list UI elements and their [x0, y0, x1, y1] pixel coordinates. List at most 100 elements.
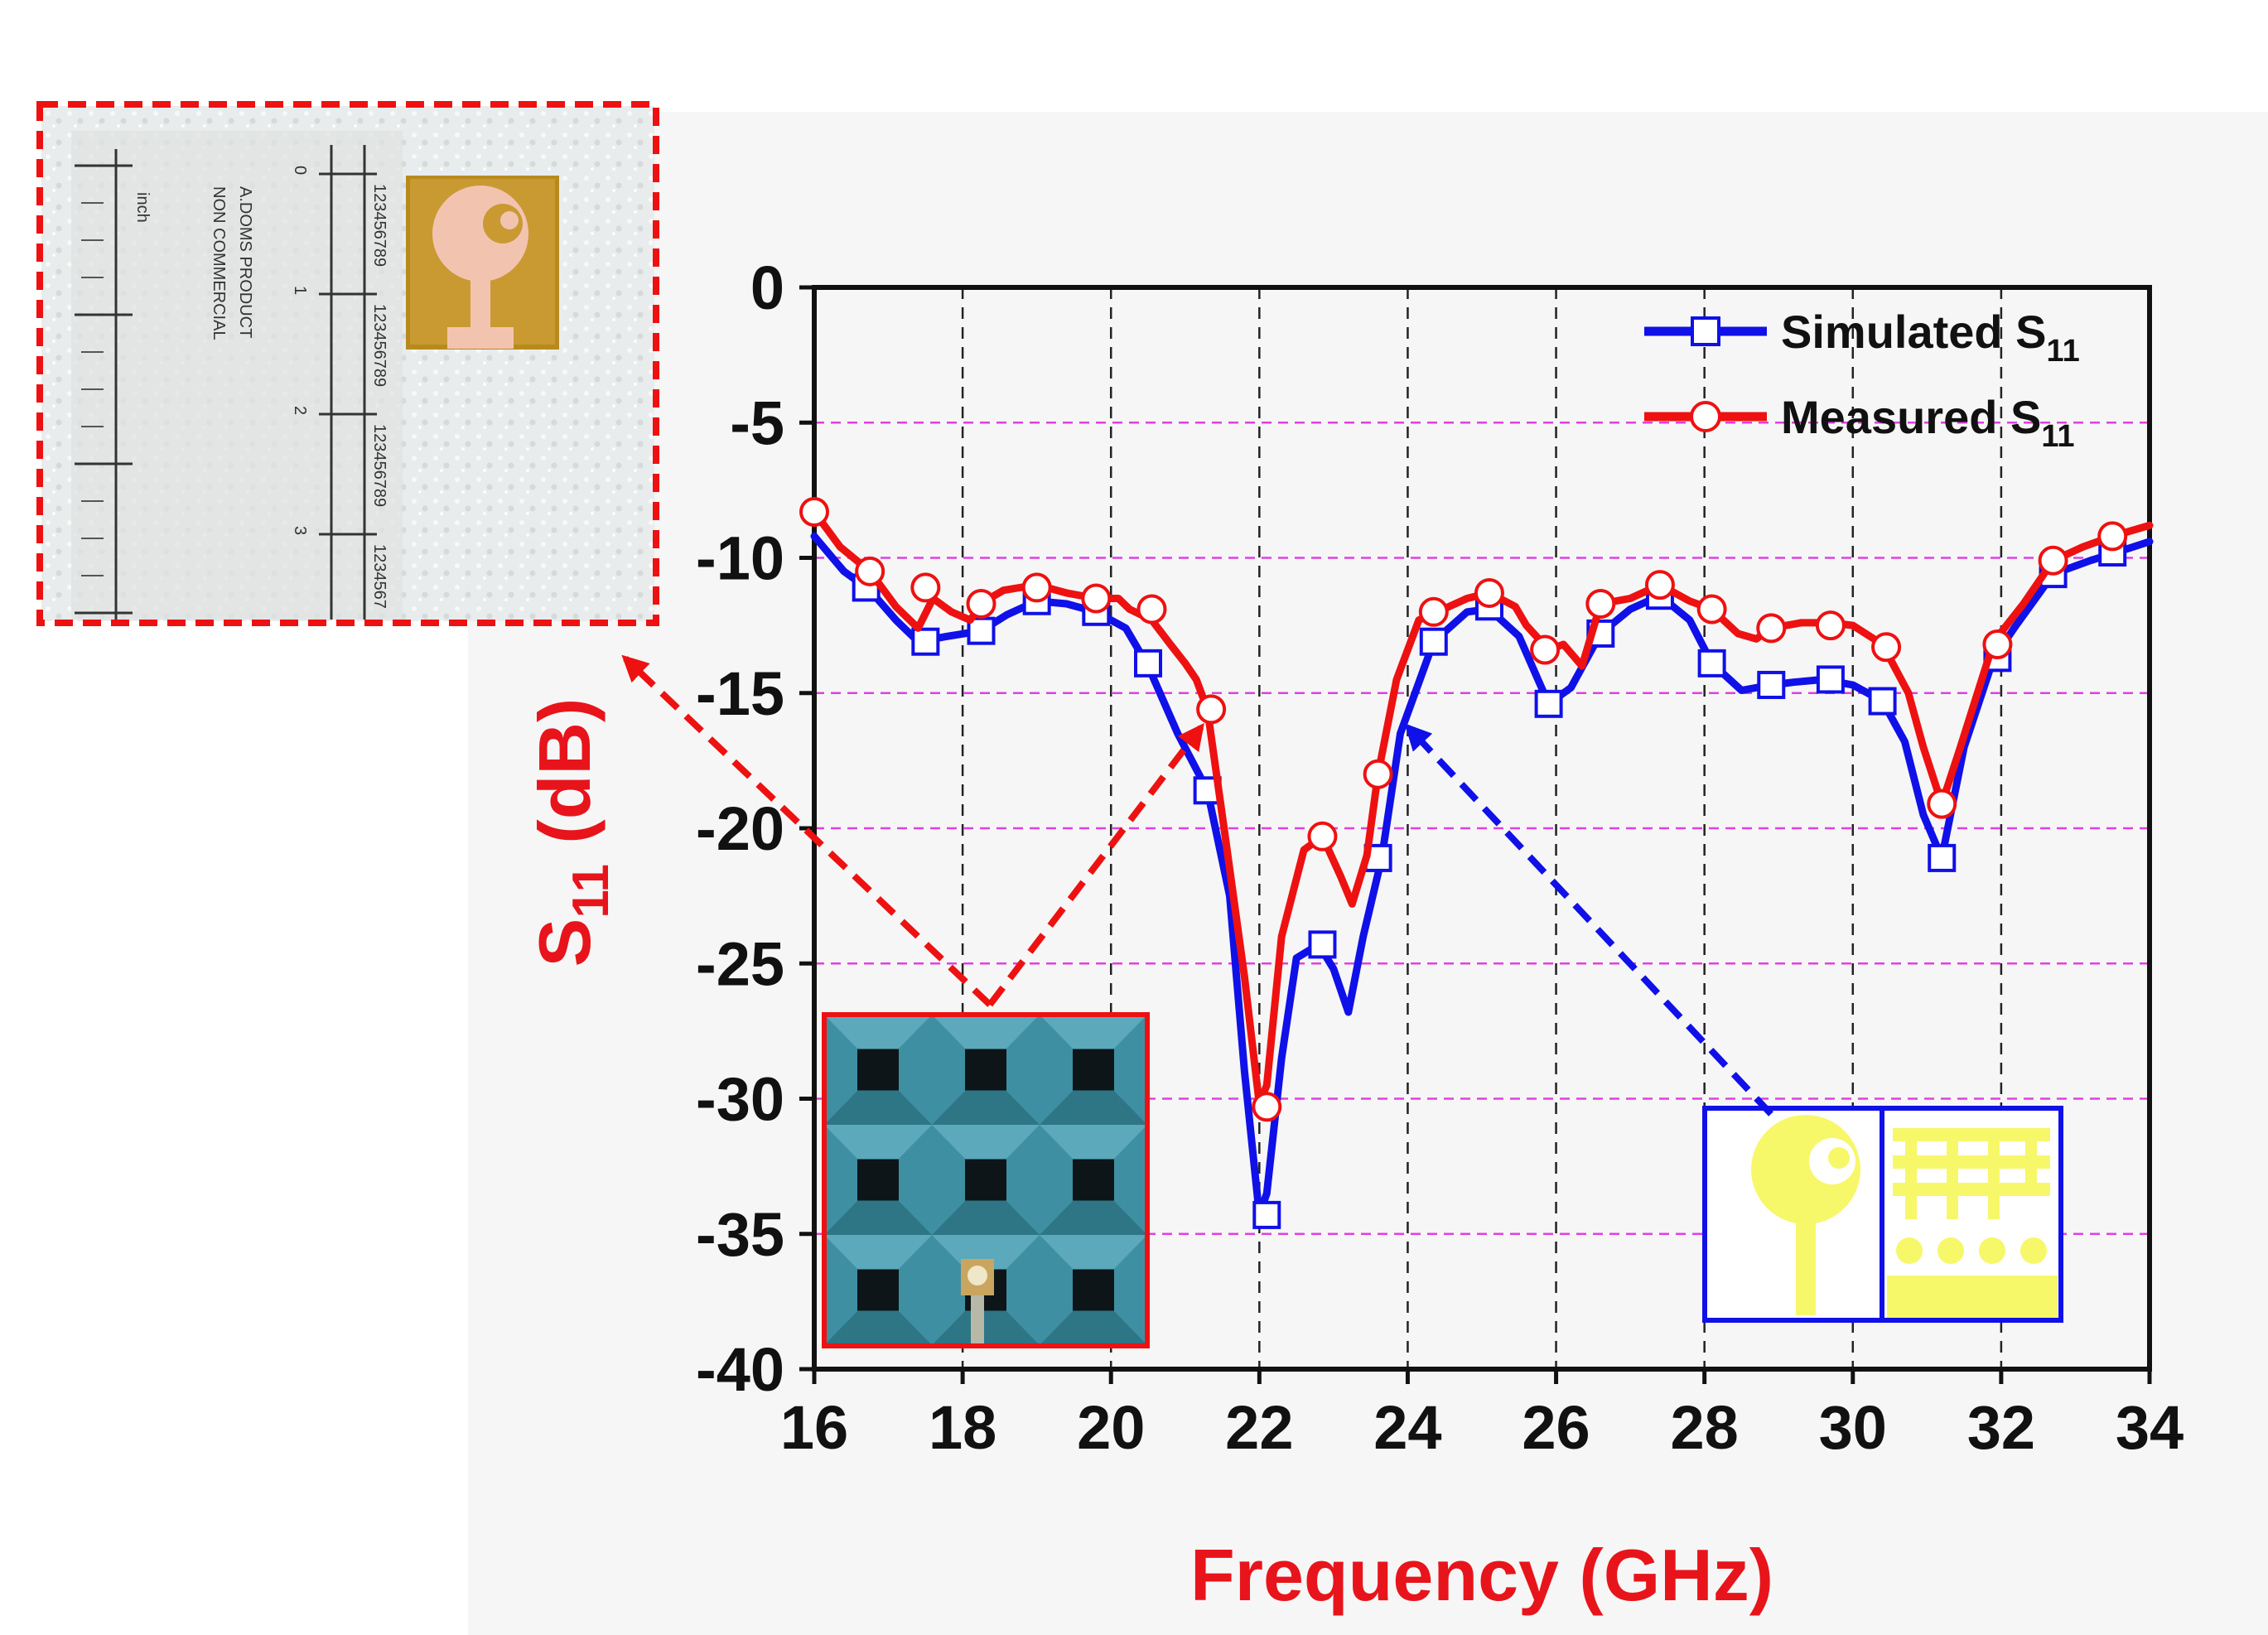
data-point: [966, 589, 996, 620]
inset-chamber-photo: [822, 1012, 1150, 1348]
data-point: [1697, 649, 1726, 678]
inset-chamber-border: [822, 1012, 1150, 1348]
ruler-label-inch: inch: [133, 192, 152, 223]
data-point: [1418, 596, 1449, 627]
absorber-facet: [824, 1125, 932, 1180]
x-tick-label: 28: [1671, 1393, 1739, 1462]
data-point: [1474, 577, 1504, 608]
absorber-facet: [824, 1179, 932, 1235]
data-point: [1816, 665, 1845, 694]
absorber-facet: [932, 1015, 1040, 1070]
absorber-facet: [1040, 1015, 1147, 1070]
absorber-tip: [857, 1159, 899, 1201]
absorber-tip: [1073, 1049, 1114, 1091]
ruler-label-2: 2: [291, 406, 309, 415]
data-point: [1756, 613, 1787, 644]
ruler-brand-text-2: NON COMMERCIAL: [210, 186, 228, 340]
absorber-facet: [932, 1290, 1040, 1345]
y-axis-title: S11 (dB): [524, 698, 620, 967]
absorber-tip: [1073, 1269, 1114, 1311]
series-layer: [799, 496, 2154, 1229]
data-point: [1982, 629, 2013, 659]
chamber-antenna: [961, 1259, 994, 1345]
absorber-tip: [965, 1049, 1006, 1091]
data-point: [1308, 930, 1337, 959]
absorber-facet: [1040, 1235, 1147, 1290]
grid: [814, 287, 2150, 1369]
inset-antenna-layout: [1702, 1106, 2063, 1323]
ruler-digits-3: 123456789: [370, 424, 388, 507]
data-point: [1530, 634, 1561, 665]
antenna-photo: [406, 176, 559, 350]
data-point: [1081, 583, 1112, 614]
series-line: [810, 532, 2154, 1219]
data-point: [1585, 589, 1616, 620]
y-tick-label: 0: [750, 253, 784, 322]
ruler-digits-4: 1234567: [370, 544, 388, 609]
inset-photo-ruler-border: [36, 101, 659, 626]
y-tick-label: -5: [730, 388, 784, 457]
absorber-facet: [932, 1069, 1040, 1125]
red-arrow-left: [621, 654, 992, 1007]
red-arrow-right: [987, 722, 1204, 1007]
absorber-tip: [965, 1159, 1006, 1201]
data-point: [1815, 610, 1846, 641]
axis-ticks: 16 18 20 22 24 26 28 30 32 34 0 -5 -10 -15 -20 -25 -30 -3…: [696, 253, 2184, 1462]
absorber-facet: [1040, 1125, 1147, 1180]
y-tick-label: -20: [696, 794, 784, 863]
absorber-tip: [857, 1049, 899, 1091]
x-tick-label: 34: [2116, 1393, 2184, 1462]
inset-photo-ruler: inch 0 1 2 3 A.DOMS PRODUCT NON COMMERCI…: [36, 101, 659, 626]
y-tick-label: -40: [696, 1335, 784, 1404]
absorber-tip: [1073, 1159, 1114, 1201]
legend-item-simulated: Simulated S11: [1644, 306, 2080, 369]
x-tick-label: 20: [1077, 1393, 1145, 1462]
data-point: [1252, 1200, 1281, 1229]
data-point: [1134, 649, 1162, 678]
data-point: [1927, 789, 1957, 819]
figure-background: [468, 112, 2268, 1635]
blue-arrow: [1404, 723, 1773, 1117]
data-point: [1307, 821, 1338, 851]
x-tick-label: 30: [1819, 1393, 1887, 1462]
x-tick-label: 32: [1967, 1393, 2035, 1462]
x-tick-label: 24: [1373, 1393, 1441, 1462]
data-point: [1136, 594, 1167, 625]
absorber-facet: [932, 1179, 1040, 1235]
data-point: [911, 627, 940, 656]
ruler-digits-1: 123456789: [370, 184, 388, 267]
data-point: [910, 572, 941, 603]
data-point: [1534, 689, 1563, 718]
inset-antenna-layout-border: [1702, 1106, 2063, 1323]
front-layout: [1751, 1115, 1860, 1315]
ruler-label-3: 3: [291, 526, 309, 535]
absorber-facet: [1040, 1290, 1147, 1345]
x-tick-label: 26: [1522, 1393, 1590, 1462]
data-point: [2097, 521, 2128, 552]
absorber-facet: [824, 1290, 932, 1345]
x-tick-label: 16: [780, 1393, 848, 1462]
series-simulated: [810, 532, 2154, 1229]
ruler-digits-2: 123456789: [370, 304, 388, 387]
ruler-label-1: 1: [291, 286, 309, 295]
data-point: [1696, 594, 1727, 625]
y-tick-label: -15: [696, 659, 784, 728]
data-point: [1196, 694, 1227, 725]
data-point: [2038, 545, 2068, 576]
svg-text:Simulated S11: Simulated S11: [1781, 306, 2080, 369]
y-tick-label: -30: [696, 1065, 784, 1134]
ruler: [71, 131, 403, 620]
y-tick-label: -10: [696, 524, 784, 593]
absorber-facet: [932, 1125, 1040, 1180]
absorber-facet: [1040, 1179, 1147, 1235]
data-point: [1644, 570, 1675, 600]
x-tick-label: 18: [929, 1393, 996, 1462]
data-point: [1252, 1092, 1282, 1122]
absorber-facet: [1040, 1069, 1147, 1125]
data-point: [1021, 572, 1052, 603]
legend-item-measured: Measured S11: [1644, 391, 2075, 454]
back-layout: [1887, 1128, 2058, 1319]
data-point: [1419, 627, 1448, 656]
x-tick-label: 22: [1225, 1393, 1293, 1462]
